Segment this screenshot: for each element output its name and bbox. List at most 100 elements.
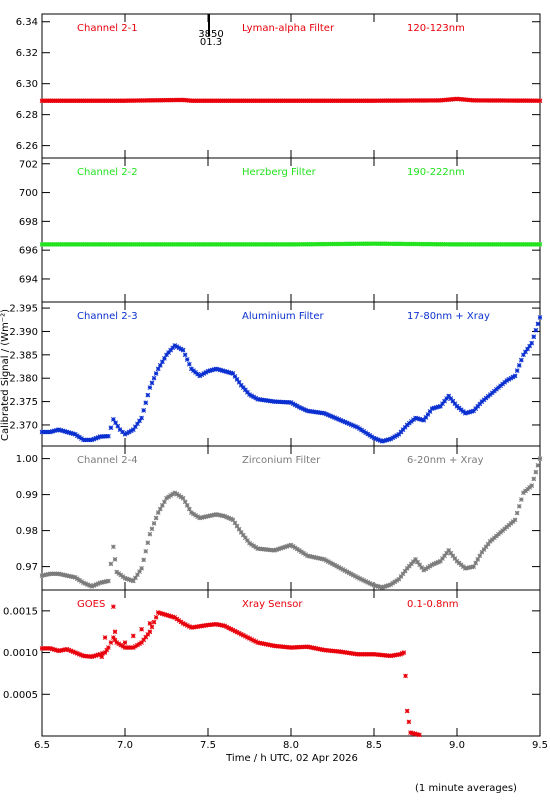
data-point: [147, 621, 153, 626]
data-point: [452, 556, 458, 561]
data-point: [355, 98, 360, 104]
data-point: [379, 438, 385, 444]
data-point: [469, 97, 474, 103]
data-point: [425, 241, 431, 247]
data-point: [186, 98, 192, 103]
data-point: [151, 375, 157, 381]
data-point: [460, 242, 466, 247]
panel-name-label: Channel 2-2: [77, 167, 138, 178]
data-point: [448, 550, 454, 556]
data-point: [111, 416, 116, 422]
data-point: [213, 512, 219, 517]
data-point: [39, 573, 45, 578]
data-point: [346, 421, 352, 427]
data-point: [344, 98, 350, 104]
data-point: [299, 405, 304, 411]
data-point: [149, 526, 155, 532]
data-point: [199, 372, 205, 378]
data-point: [209, 367, 215, 373]
data-point: [126, 429, 132, 435]
data-point: [166, 242, 171, 247]
data-point: [251, 638, 257, 643]
data-point: [423, 241, 429, 247]
data-point: [450, 553, 456, 559]
data-point: [155, 510, 161, 515]
data-point: [280, 545, 286, 551]
data-point: [421, 417, 427, 423]
data-point: [392, 241, 398, 247]
data-point: [272, 98, 277, 104]
data-point: [141, 637, 147, 643]
data-point: [518, 242, 524, 247]
data-point: [367, 433, 373, 438]
data-point: [234, 98, 240, 104]
data-point: [41, 646, 47, 651]
data-point: [325, 559, 331, 565]
data-point: [203, 514, 209, 520]
data-point: [103, 579, 109, 584]
data-point: [311, 241, 317, 247]
y-tick-label: 1.00: [16, 454, 38, 465]
data-point: [471, 242, 476, 247]
data-point: [263, 547, 269, 552]
data-point: [282, 399, 288, 405]
data-point: [178, 242, 184, 247]
data-point: [199, 515, 205, 520]
data-point: [292, 98, 298, 104]
data-point: [352, 241, 358, 247]
data-point: [294, 644, 300, 650]
y-axis-label: Calibrated Signal / (Wm⁻²): [0, 309, 11, 441]
data-point: [159, 242, 165, 247]
data-point: [278, 399, 283, 405]
data-point: [236, 630, 242, 636]
data-point: [39, 646, 45, 651]
data-point: [66, 573, 72, 579]
data-point: [346, 98, 352, 104]
data-point: [115, 423, 121, 429]
data-point: [261, 546, 267, 552]
data-point: [274, 98, 279, 104]
data-point: [85, 98, 91, 104]
data-point: [52, 98, 57, 104]
data-point: [369, 98, 375, 104]
data-point: [135, 572, 140, 578]
data-point: [102, 650, 108, 655]
data-point: [396, 98, 402, 103]
data-point: [184, 357, 190, 362]
data-point: [527, 242, 532, 247]
y-tick-label: 2.370: [9, 420, 38, 431]
data-point: [394, 241, 400, 247]
data-point: [166, 350, 171, 355]
data-point: [64, 429, 70, 435]
data-point: [66, 647, 72, 653]
data-point: [147, 98, 153, 103]
data-point: [172, 343, 178, 348]
data-point: [537, 98, 543, 104]
data-point: [415, 241, 420, 247]
data-point: [330, 98, 335, 104]
data-point: [512, 517, 518, 523]
data-point: [168, 493, 174, 498]
data-point: [147, 242, 153, 247]
data-point: [483, 544, 489, 550]
data-point: [388, 582, 393, 587]
data-point: [193, 98, 198, 104]
data-point: [280, 399, 286, 405]
data-point: [508, 242, 514, 247]
data-point: [427, 409, 433, 414]
data-point: [321, 557, 327, 562]
data-point: [226, 625, 232, 631]
data-point: [189, 510, 194, 515]
data-point: [180, 347, 186, 353]
data-point: [386, 437, 391, 442]
data-point: [514, 242, 520, 247]
data-point: [467, 97, 472, 103]
data-point: [72, 242, 78, 247]
data-point: [496, 98, 501, 103]
data-point: [294, 546, 300, 552]
data-point: [174, 491, 180, 497]
data-point: [193, 242, 198, 247]
data-point: [336, 564, 342, 570]
data-point: [348, 650, 354, 656]
data-point: [398, 98, 404, 103]
